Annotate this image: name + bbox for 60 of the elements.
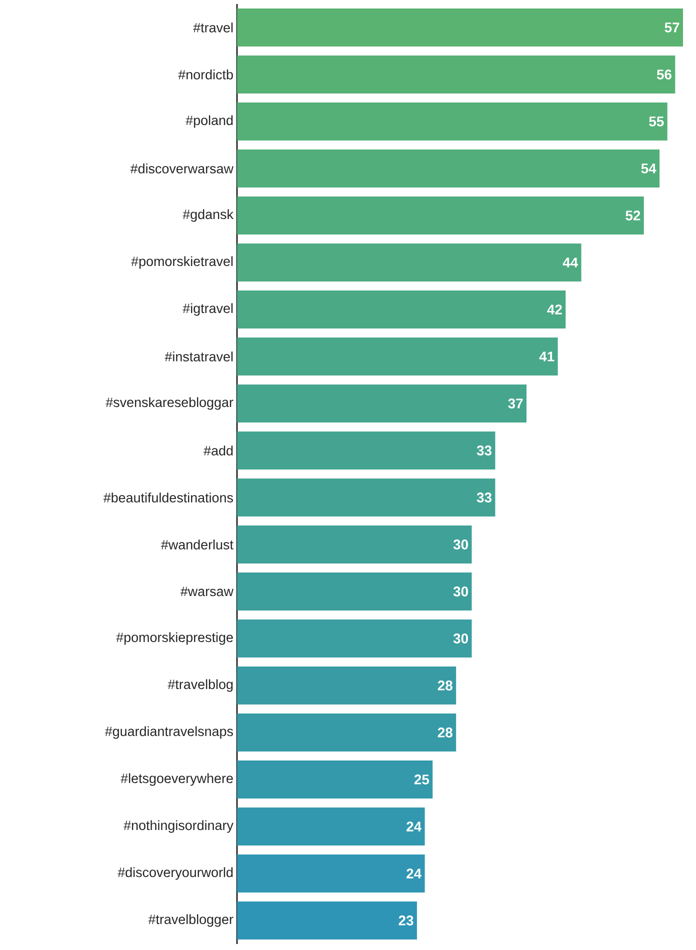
y-tick-label: #gdansk bbox=[182, 209, 234, 222]
data-label: 52 bbox=[626, 210, 640, 220]
y-tick-label: #travelblog bbox=[168, 679, 233, 692]
data-label: 30 bbox=[453, 540, 468, 550]
bar bbox=[237, 666, 456, 705]
bar bbox=[237, 760, 433, 799]
bar bbox=[237, 56, 676, 94]
data-label: 37 bbox=[508, 398, 523, 408]
bar bbox=[237, 808, 425, 846]
data-label: 56 bbox=[656, 70, 672, 80]
data-label: 24 bbox=[406, 822, 422, 832]
y-tick-label: #discoveryourworld bbox=[118, 867, 233, 880]
data-label: 55 bbox=[649, 116, 664, 126]
y-tick-label: #warsaw bbox=[180, 586, 234, 596]
bar bbox=[237, 714, 456, 752]
bar bbox=[237, 290, 566, 329]
bar bbox=[237, 572, 472, 611]
bar bbox=[237, 244, 582, 282]
y-tick-label: #pomorskietravel bbox=[131, 256, 233, 269]
bar bbox=[237, 526, 472, 564]
bar bbox=[237, 150, 660, 188]
data-label: 23 bbox=[398, 916, 414, 926]
y-tick-label: #letsgoeverywhere bbox=[120, 773, 233, 786]
bar bbox=[237, 102, 668, 140]
data-label: 57 bbox=[664, 22, 680, 32]
data-label: 33 bbox=[476, 492, 492, 502]
data-label: 28 bbox=[438, 680, 452, 690]
bar bbox=[237, 854, 425, 893]
data-label: 33 bbox=[476, 446, 492, 456]
data-label: 41 bbox=[539, 352, 554, 362]
y-tick-label: #poland bbox=[186, 115, 233, 128]
data-label: 30 bbox=[453, 586, 468, 596]
y-tick-label: #igtravel bbox=[182, 303, 233, 316]
data-label: 44 bbox=[562, 258, 578, 268]
y-tick-label: #nordictb bbox=[178, 70, 233, 80]
bar bbox=[237, 196, 644, 235]
y-tick-label: #add bbox=[204, 446, 233, 456]
y-tick-label: #beautifuldestinations bbox=[103, 492, 233, 502]
bar bbox=[237, 432, 496, 470]
y-tick-label: #guardiantravelsnaps bbox=[104, 726, 233, 739]
data-label: 28 bbox=[438, 728, 452, 738]
bar bbox=[237, 902, 417, 940]
bar bbox=[237, 620, 472, 658]
data-label: 24 bbox=[406, 868, 422, 878]
y-tick-label: #nothingisordinary bbox=[124, 820, 234, 833]
data-label: 30 bbox=[453, 634, 468, 644]
bar bbox=[237, 8, 684, 46]
y-tick-label: #travel bbox=[193, 22, 233, 32]
y-tick-label: #wanderlust bbox=[161, 540, 234, 550]
data-label: 54 bbox=[641, 164, 656, 174]
y-tick-label: #pomorskieprestige bbox=[116, 632, 233, 645]
y-tick-label: #instatravel bbox=[164, 352, 233, 362]
bar bbox=[237, 338, 558, 376]
bar bbox=[237, 384, 527, 423]
y-tick-label: #discoverwarsaw bbox=[130, 164, 234, 174]
y-tick-label: #svenskaresebloggar bbox=[106, 397, 234, 410]
data-label: 42 bbox=[547, 304, 562, 314]
bar bbox=[237, 478, 496, 517]
y-tick-label: #travelblogger bbox=[148, 914, 234, 927]
data-label: 25 bbox=[414, 774, 430, 784]
